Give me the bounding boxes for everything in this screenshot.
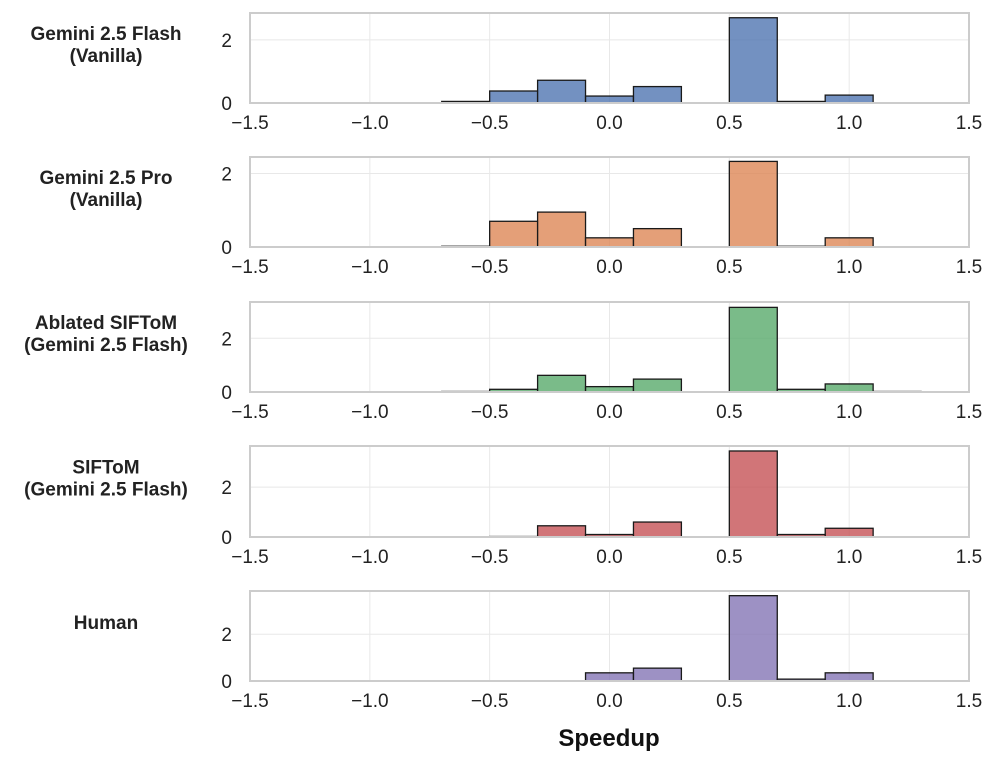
- x-tick-label: 0.5: [716, 257, 742, 278]
- row-label: (Gemini 2.5 Flash): [24, 335, 188, 356]
- histogram-bar: [824, 237, 874, 248]
- x-tick-label: 1.0: [836, 257, 862, 278]
- histogram-panel: 0 2 −1.5 −1.0 −0.5 0.0 0.5 1.0 1.5 Gemini 2.5 Pro…: [39, 156, 982, 278]
- x-tick-label: −1.0: [351, 402, 389, 423]
- x-tick-label: 1.0: [836, 691, 862, 712]
- y-tick-label: 2: [221, 478, 232, 499]
- x-tick-label: −0.5: [471, 257, 509, 278]
- row-label: (Gemini 2.5 Flash): [24, 480, 188, 501]
- histogram-bar: [632, 227, 683, 248]
- x-tick-label: 0.0: [596, 113, 622, 134]
- x-tick-label: 1.5: [956, 113, 982, 134]
- x-tick-label: 1.5: [956, 547, 982, 568]
- histogram-panel: 0 2 −1.5 −1.0 −0.5 0.0 0.5 1.0 1.5 SIFToM(Gemini …: [24, 445, 982, 568]
- histogram-bar: [632, 521, 683, 538]
- histogram-bar: [584, 95, 635, 104]
- histogram-bar: [489, 220, 539, 248]
- x-tick-label: −1.5: [231, 547, 269, 568]
- histogram-bar: [728, 17, 778, 104]
- y-tick-label: 2: [221, 625, 232, 646]
- row-label: (Vanilla): [70, 190, 143, 211]
- x-tick-label: 0.5: [716, 113, 742, 134]
- plot-frame: [249, 445, 970, 538]
- row-label: Gemini 2.5 Flash: [31, 24, 182, 45]
- x-tick-label: −1.0: [351, 113, 389, 134]
- x-tick-label: 1.5: [956, 691, 982, 712]
- histogram-bar: [632, 667, 683, 682]
- row-label: Gemini 2.5 Pro: [39, 168, 172, 189]
- x-tick-label: −0.5: [471, 691, 509, 712]
- plot-frame: [249, 301, 970, 393]
- histogram-bar: [728, 160, 778, 248]
- x-tick-label: 0.5: [716, 402, 742, 423]
- histogram-bar: [728, 595, 778, 682]
- y-tick-label: 2: [221, 165, 232, 186]
- x-tick-label: −1.0: [351, 257, 389, 278]
- x-tick-label: −0.5: [471, 113, 509, 134]
- x-axis-label: Speedup: [558, 725, 659, 752]
- y-tick-label: 0: [221, 238, 232, 259]
- x-tick-label: 1.0: [836, 113, 862, 134]
- x-tick-label: 1.5: [956, 257, 982, 278]
- x-tick-label: 1.0: [836, 547, 862, 568]
- y-tick-label: 2: [221, 329, 232, 350]
- row-label: SIFToM: [72, 458, 139, 479]
- y-tick-label: 2: [221, 31, 232, 52]
- histogram-bar: [536, 211, 587, 248]
- histogram-bar: [824, 672, 874, 682]
- y-tick-label: 0: [221, 383, 232, 404]
- histogram-bar: [824, 527, 874, 538]
- x-tick-label: −1.5: [231, 113, 269, 134]
- x-tick-label: 0.0: [596, 547, 622, 568]
- x-tick-label: 1.0: [836, 402, 862, 423]
- plot-frame: [249, 12, 970, 104]
- row-label: Ablated SIFToM: [35, 313, 177, 334]
- histogram-panel: 0 2 −1.5 −1.0 −0.5 0.0 0.5 1.0 1.5 Gemini 2.5 Fla…: [31, 12, 982, 134]
- x-tick-label: 0.0: [596, 257, 622, 278]
- x-tick-label: −0.5: [471, 547, 509, 568]
- histogram-bar: [728, 450, 778, 538]
- plot-frame: [249, 156, 970, 248]
- x-tick-label: −1.5: [231, 691, 269, 712]
- x-tick-label: −0.5: [471, 402, 509, 423]
- x-tick-label: 0.5: [716, 691, 742, 712]
- x-tick-label: 0.0: [596, 402, 622, 423]
- row-label: (Vanilla): [70, 46, 143, 67]
- y-tick-label: 0: [221, 528, 232, 549]
- histogram-bar: [536, 79, 587, 104]
- y-tick-label: 0: [221, 94, 232, 115]
- plot-frame: [249, 590, 970, 682]
- x-tick-label: 0.5: [716, 547, 742, 568]
- histogram-bar: [728, 306, 778, 393]
- x-tick-label: −1.0: [351, 547, 389, 568]
- histogram-panel: 0 2 −1.5 −1.0 −0.5 0.0 0.5 1.0 1.5 Human: [74, 590, 982, 712]
- x-tick-label: 0.0: [596, 691, 622, 712]
- histogram-bar: [536, 525, 587, 538]
- x-tick-label: −1.5: [231, 257, 269, 278]
- x-tick-label: 1.5: [956, 402, 982, 423]
- histogram-bar: [584, 237, 635, 248]
- histogram-bar: [824, 94, 874, 104]
- histogram-bar: [632, 85, 683, 104]
- y-tick-label: 0: [221, 672, 232, 693]
- histogram-bar: [584, 672, 635, 682]
- histogram-bar: [536, 374, 587, 393]
- row-label: Human: [74, 613, 138, 634]
- x-tick-label: −1.0: [351, 691, 389, 712]
- x-tick-label: −1.5: [231, 402, 269, 423]
- histogram-bar: [632, 378, 683, 393]
- histogram-bar: [489, 90, 539, 104]
- histogram-bar: [824, 383, 874, 393]
- histogram-panel: 0 2 −1.5 −1.0 −0.5 0.0 0.5 1.0 1.5 Ablated SIFToM…: [24, 301, 982, 423]
